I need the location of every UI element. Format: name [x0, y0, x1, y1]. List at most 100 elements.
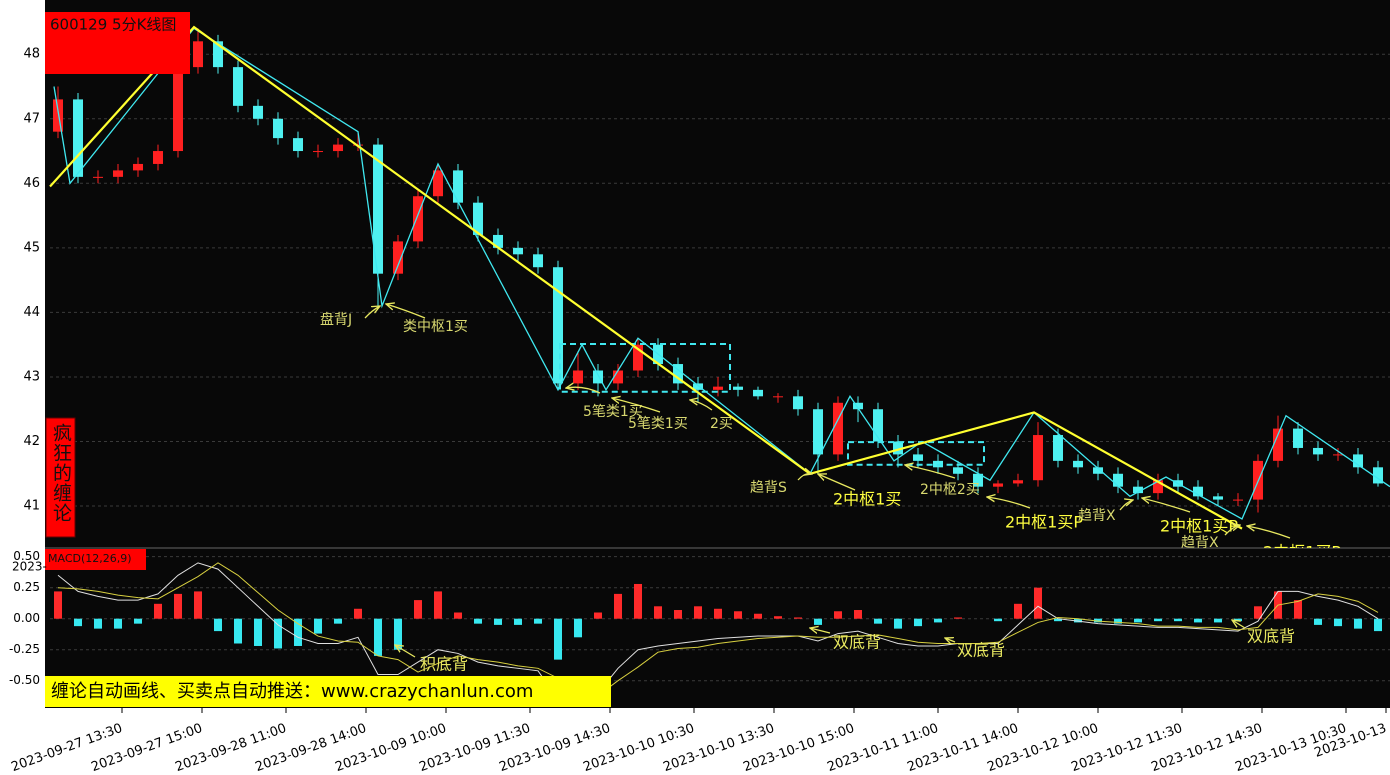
- candle-body: [833, 402, 843, 455]
- annotation: 2中枢1买P: [1160, 517, 1238, 536]
- annotation-arrow: [395, 645, 416, 658]
- y-tick-label: 48: [23, 47, 40, 62]
- candle-body: [1373, 467, 1383, 484]
- annotation-arrow: [386, 304, 426, 319]
- macd-bar: [254, 618, 262, 646]
- macd-bar: [1294, 600, 1302, 619]
- annotation-arrow: [1224, 525, 1240, 536]
- annotation-arrow: [797, 474, 812, 481]
- candle-body: [1073, 460, 1083, 468]
- macd-bar: [54, 591, 62, 619]
- macd-bar: [554, 618, 562, 660]
- macd-bar: [1194, 618, 1202, 623]
- annotation-arrow: [810, 628, 831, 633]
- y-tick-label: 45: [23, 240, 40, 255]
- candle-body: [913, 454, 923, 461]
- macd-bar: [1334, 618, 1342, 627]
- y-tick-label: 42: [23, 434, 40, 449]
- annotation: 2中枢1买P: [1005, 513, 1083, 532]
- plot-background: [45, 0, 1390, 708]
- annotation: 2中枢1买: [833, 490, 901, 509]
- macd-bar: [954, 617, 962, 619]
- annotation-arrow: [1119, 500, 1133, 511]
- candle-body: [93, 176, 103, 178]
- candle-body: [993, 483, 1003, 487]
- macd-title-box: [45, 549, 146, 570]
- macd-bar: [1354, 618, 1362, 629]
- macd-bar: [214, 618, 222, 632]
- candle-body: [433, 170, 443, 197]
- candle-body: [1193, 486, 1203, 497]
- candle-body: [853, 402, 863, 410]
- candle-body: [473, 202, 483, 235]
- macd-bar: [914, 618, 922, 627]
- y-tick-label: 43: [23, 369, 40, 384]
- macd-bar: [694, 606, 702, 619]
- annotation: 双底背: [957, 641, 1005, 660]
- candle-body: [453, 170, 463, 203]
- y-tick-label: -0.25: [9, 642, 40, 656]
- candle-body: [873, 409, 883, 442]
- candle-body: [713, 386, 723, 390]
- y-tick-label: 0.50: [13, 549, 40, 563]
- chart-title: 600129 5分K线图: [50, 16, 176, 34]
- macd-line: [57, 562, 1379, 707]
- macd-bar: [674, 610, 682, 619]
- y-tick-label: 46: [23, 176, 40, 191]
- y-tick-label: 41: [23, 499, 40, 514]
- annotation: 趋背X: [1181, 535, 1219, 551]
- macd-bar: [274, 618, 282, 649]
- annotation: 盘背J: [320, 311, 352, 328]
- macd-bar: [1054, 618, 1062, 622]
- candle-body: [293, 138, 303, 152]
- annotation-arrow: [364, 306, 380, 319]
- annotation: 双底背: [1247, 627, 1295, 646]
- candle-body: [613, 370, 623, 384]
- macd-bar: [334, 618, 342, 624]
- y-tick-label: -0.50: [9, 673, 40, 687]
- macd-bar: [314, 618, 322, 634]
- macd-bar: [614, 593, 622, 619]
- annotation-arrow: [945, 638, 956, 642]
- macd-bar: [1374, 618, 1382, 632]
- candle-body: [1153, 480, 1163, 494]
- macd-bar: [1074, 618, 1082, 623]
- candle-body: [513, 247, 523, 255]
- annotation-arrow: [1247, 526, 1291, 539]
- candle-body: [1333, 454, 1343, 456]
- macd-bar: [894, 618, 902, 629]
- banner-box: [45, 676, 611, 707]
- candle-body: [733, 386, 743, 390]
- candle-body: [253, 105, 263, 119]
- banner: 缠论自动画线、买卖点自动推送：www.crazychanlun.com: [51, 681, 533, 702]
- macd-bar: [1314, 618, 1322, 625]
- macd-bar: [814, 618, 822, 625]
- macd-bar: [454, 612, 462, 619]
- annotation: 趋背X: [1078, 508, 1116, 524]
- macd-bar: [174, 593, 182, 619]
- candle-body: [693, 383, 703, 390]
- annotation-arrow: [566, 387, 601, 394]
- macd-bar: [594, 612, 602, 619]
- annotation-arrow: [1232, 620, 1246, 629]
- candle-body: [1133, 486, 1143, 494]
- macd-bar: [1234, 618, 1242, 622]
- macd-bar: [1174, 618, 1182, 622]
- annotation: 双底背: [833, 633, 881, 652]
- macd-bar: [754, 613, 762, 619]
- candle-body: [673, 364, 683, 384]
- candle-body: [813, 409, 823, 455]
- candle-body: [533, 254, 543, 268]
- macd-title: MACD(12,26,9): [48, 552, 132, 565]
- corner-label: 2023-: [12, 560, 47, 574]
- candle-body: [233, 67, 243, 106]
- macd-bar: [734, 611, 742, 619]
- macd-bar: [114, 618, 122, 629]
- candle-body: [1313, 447, 1323, 455]
- macd-bar: [394, 618, 402, 650]
- candle-body: [313, 151, 323, 153]
- annotation: 2中枢2买: [920, 482, 980, 498]
